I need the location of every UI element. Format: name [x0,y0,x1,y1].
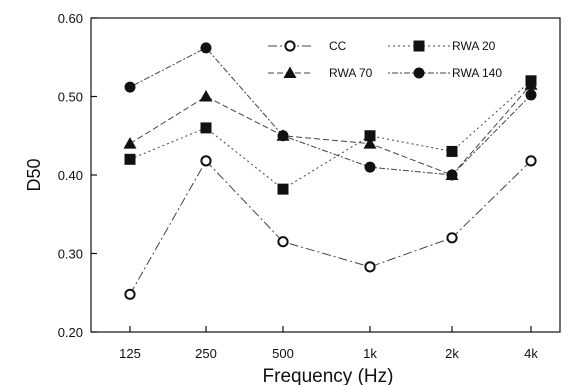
data-point [446,145,458,157]
legend-marker [413,40,425,52]
data-point [525,155,537,167]
legend-label: RWA 70 [329,66,373,80]
series-line [129,84,532,176]
data-point [124,153,136,165]
legend-label: CC [329,39,347,53]
y-tick-label: 0.50 [58,90,83,105]
x-tick-label: 500 [272,346,294,361]
y-axis-title: D50 [24,158,44,191]
data-point [525,89,537,101]
data-point [524,78,538,90]
data-point [363,137,377,149]
data-point [277,130,289,142]
series-line [129,80,532,190]
data-point [123,137,137,149]
legend-marker [283,66,297,78]
data-point [200,122,212,134]
y-tick-label: 0.40 [58,168,83,183]
data-point [200,155,212,167]
y-tick-label: 0.20 [58,325,83,340]
x-tick-label: 1k [363,346,377,361]
legend-marker [284,40,296,52]
data-point [364,130,376,142]
data-point [446,232,458,244]
data-point [277,236,289,248]
y-tick-label: 0.30 [58,247,83,262]
legend-label: RWA 20 [452,39,496,53]
legend: CC RWA 20 RWA 70 RWA 140 [268,39,502,80]
data-point [200,42,212,54]
data-point [124,288,136,300]
x-tick-label: 125 [119,346,141,361]
data-point [199,90,213,102]
x-tick-label: 4k [524,346,538,361]
x-tick-label: 250 [195,346,217,361]
legend-marker [413,67,425,79]
data-point [364,161,376,173]
data-point [124,81,136,93]
data-point [364,261,376,273]
x-axis-title: Frequency (Hz) [263,366,394,385]
legend-label: RWA 140 [452,66,502,80]
x-tick-label: 2k [445,346,459,361]
data-point [277,183,289,195]
axis-ticks: 0.20 0.30 0.40 0.50 0.60 125 250 500 1k 2k 4k [58,11,539,361]
series-line [129,160,532,295]
series-lines [129,47,532,295]
series-line [129,47,532,176]
y-tick-label: 0.60 [58,11,83,26]
data-point [446,169,458,181]
series-markers [123,42,538,300]
